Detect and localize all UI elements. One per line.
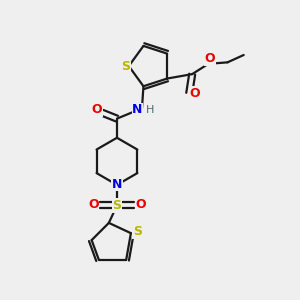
- Text: O: O: [205, 52, 215, 65]
- Text: H: H: [146, 105, 154, 115]
- Text: O: O: [88, 197, 99, 211]
- Text: S: S: [133, 225, 142, 238]
- Text: N: N: [112, 178, 122, 191]
- Text: N: N: [132, 103, 143, 116]
- Text: S: S: [122, 60, 130, 73]
- Text: O: O: [135, 197, 146, 211]
- Text: O: O: [92, 103, 102, 116]
- Text: S: S: [112, 199, 122, 212]
- Text: O: O: [189, 87, 200, 100]
